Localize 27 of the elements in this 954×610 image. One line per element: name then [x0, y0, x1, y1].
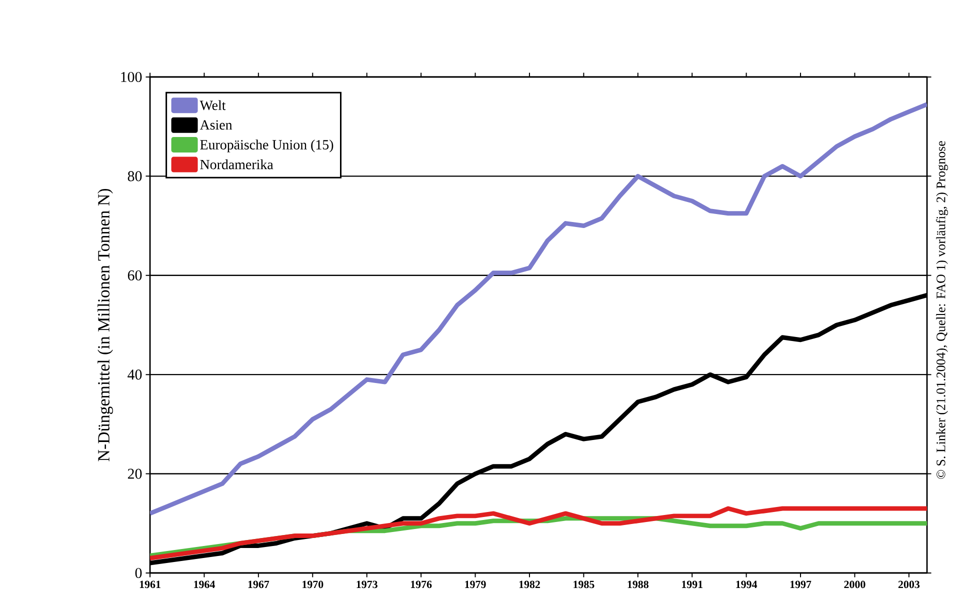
x-tick-label: 1997 — [790, 580, 812, 588]
x-tick-label: 1976 — [410, 580, 432, 588]
y-tick-label: 20 — [128, 468, 142, 479]
legend-label: Welt — [200, 100, 226, 110]
x-tick-label: 2000 — [844, 580, 866, 588]
x-tick-label: 2003 — [898, 580, 920, 588]
y-tick-label: 40 — [128, 370, 142, 380]
y-axis-title: N-Düngemittel (in Millionen Tonnen N) — [98, 188, 113, 462]
y-tick-label: 100 — [121, 72, 142, 82]
x-tick-label: 1973 — [356, 580, 378, 588]
x-tick-label: 1964 — [194, 580, 215, 588]
text: © S. Linker (21.01.2004), Quelle: FAO 1) vorläufig, 2) Prognose — [936, 141, 948, 479]
x-tick-label: 1994 — [736, 580, 758, 588]
x-tick-label: 1970 — [302, 580, 324, 588]
x-tick-label: 1961 — [140, 580, 160, 588]
x-tick-label: 1985 — [574, 580, 594, 588]
x-tick-label: 1991 — [682, 580, 702, 588]
x-tick-label: 1988 — [628, 580, 648, 588]
y-tick-label: 80 — [128, 171, 142, 182]
legend-label: Europäische Union (15) — [200, 140, 334, 152]
y-tick-label: 60 — [128, 270, 142, 280]
legend-label: Asien — [200, 120, 232, 130]
legend-label: Nordamerika — [200, 159, 274, 170]
y-tick-label: 0 — [135, 568, 142, 578]
x-tick-label: 1967 — [248, 580, 270, 588]
x-tick-label: 1979 — [465, 580, 486, 588]
x-tick-label: 1982 — [519, 580, 540, 588]
